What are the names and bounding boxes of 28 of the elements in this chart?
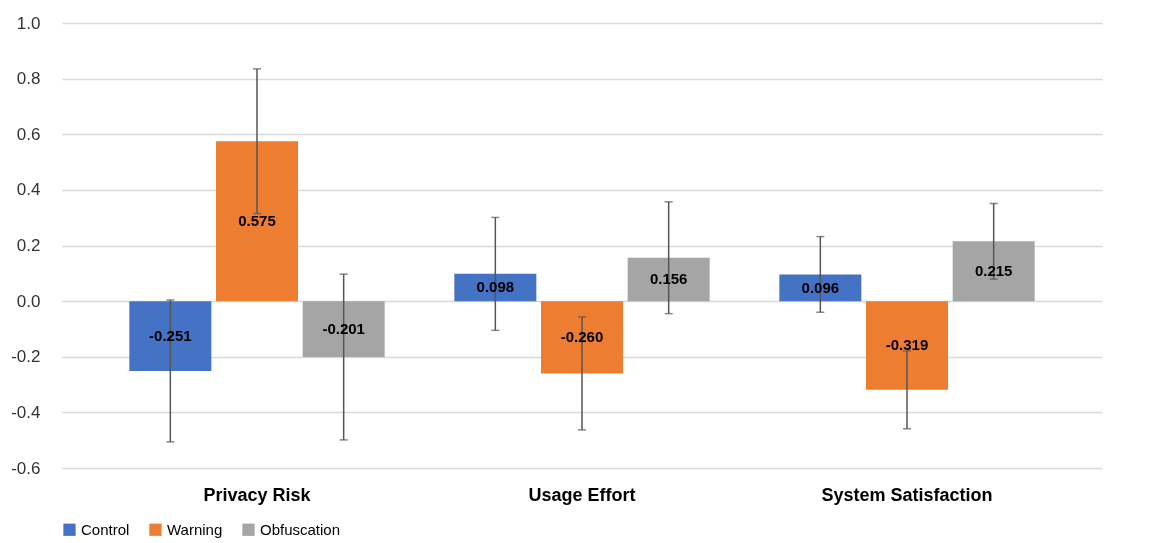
y-tick-label: 0.2 [16,236,41,255]
bar [627,257,710,302]
legend-label: Control [81,520,130,538]
legend-label: Warning [167,520,223,538]
y-tick-label: 0.0 [16,291,41,311]
y-tick-label: 1.0 [16,13,41,33]
x-tick-label: Privacy Risk [203,484,312,505]
y-tick-label: -0.4 [11,402,41,422]
bar [866,301,948,390]
y-tick-label: -0.2 [11,347,41,367]
bar [541,301,623,374]
data-label: 0.575 [238,212,276,230]
y-tick-label: 0.4 [16,180,41,200]
y-tick-label: 0.8 [16,69,41,89]
data-label: -0.319 [885,336,929,354]
legend-label: Obfuscation [260,520,341,538]
data-label: -0.201 [322,320,365,338]
bar [129,301,212,371]
y-tick-label: 0.6 [16,124,41,144]
x-tick-label: Usage Effort [528,484,636,505]
x-tick-label: System Satisfaction [821,484,993,505]
bar [952,241,1035,302]
data-label: 0.156 [649,270,688,288]
data-label: -0.260 [560,328,604,346]
y-tick-label: -0.6 [11,458,41,478]
bar [216,141,298,302]
bar [302,301,385,358]
data-label: 0.215 [974,262,1013,280]
